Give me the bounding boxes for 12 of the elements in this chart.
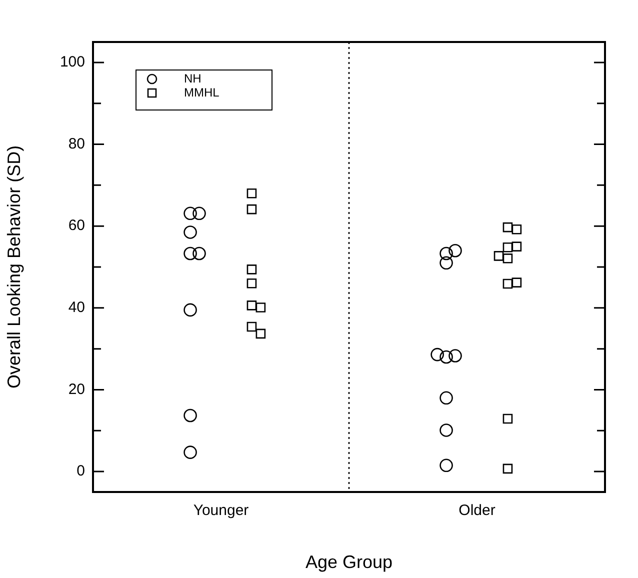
y-axis-title: Overall Looking Behavior (SD) bbox=[4, 145, 24, 389]
x-tick-label: Younger bbox=[193, 502, 249, 520]
x-tick-label: Older bbox=[458, 502, 496, 520]
y-tick-label: 20 bbox=[68, 380, 85, 398]
legend-label: MMHL bbox=[184, 85, 220, 100]
x-axis-title: Age Group bbox=[305, 552, 393, 572]
y-tick-label: 60 bbox=[68, 217, 85, 234]
y-tick-label: 100 bbox=[60, 54, 85, 71]
y-tick-label: 80 bbox=[68, 135, 85, 152]
legend-label: NH bbox=[184, 71, 202, 86]
y-tick-label: 40 bbox=[68, 299, 85, 316]
y-tick-label: 0 bbox=[76, 462, 85, 480]
